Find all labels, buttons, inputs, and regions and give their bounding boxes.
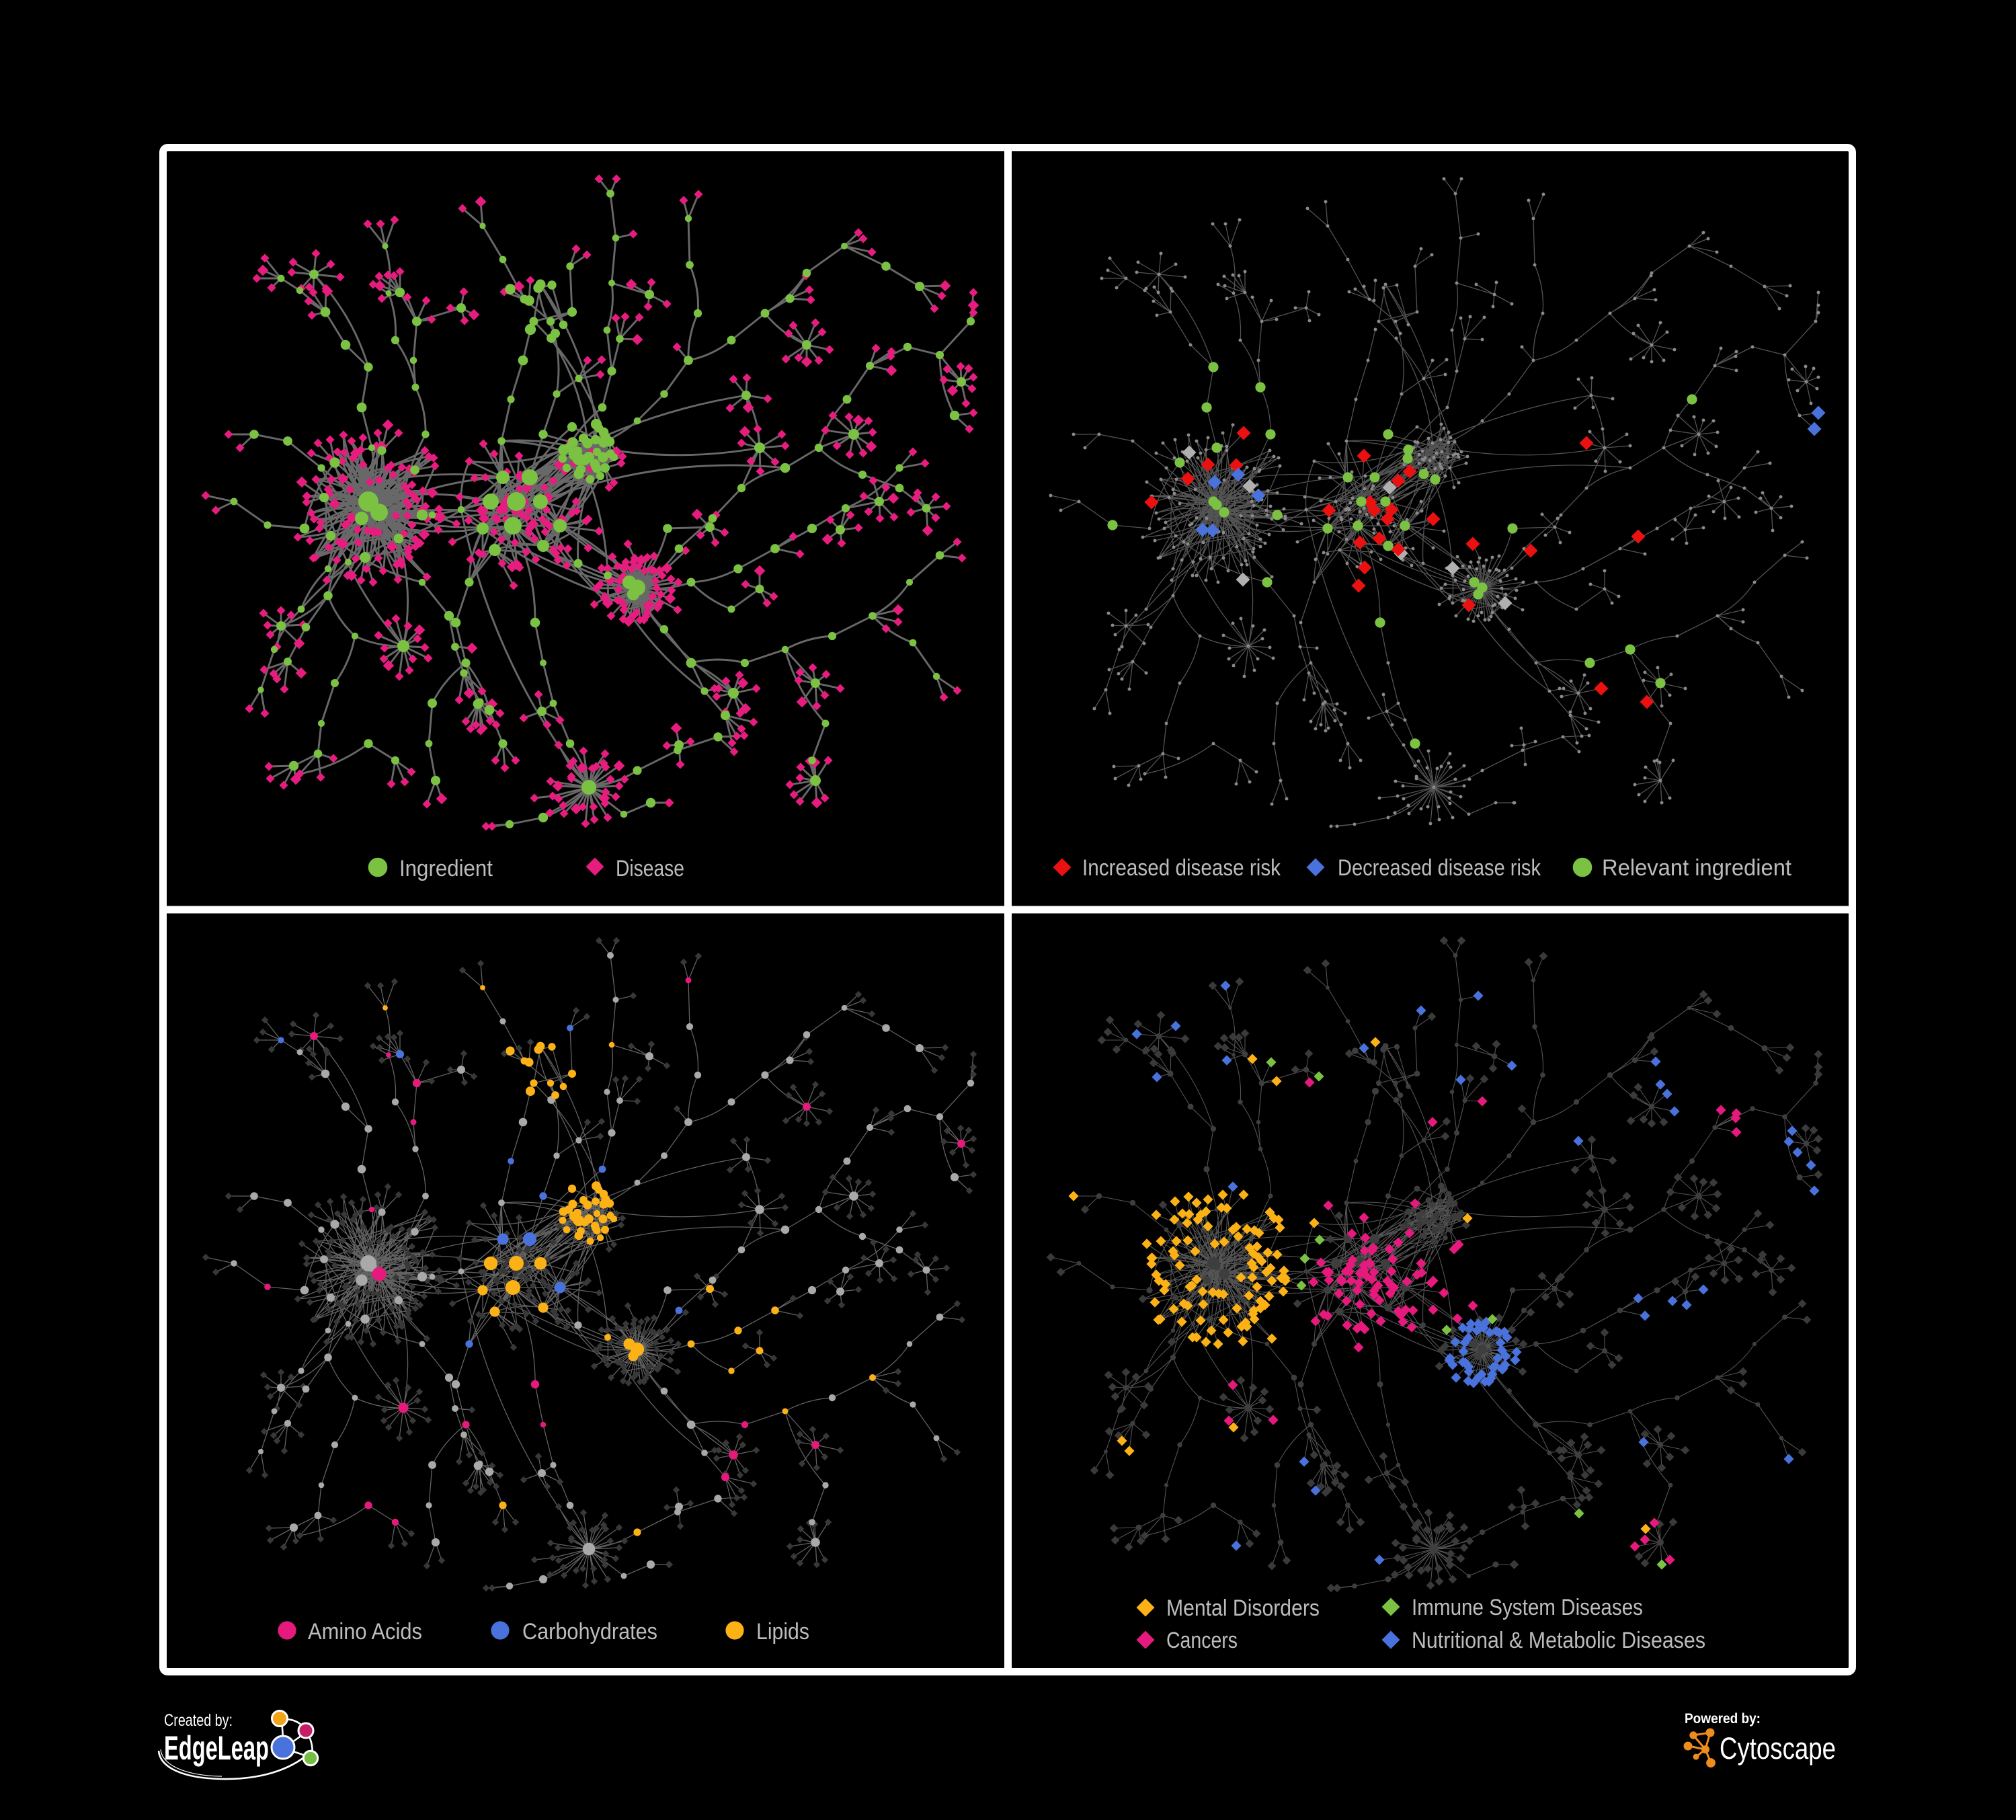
- svg-text:Immune System Diseases: Immune System Diseases: [1412, 1595, 1643, 1620]
- svg-text:Amino Acids: Amino Acids: [308, 1619, 422, 1645]
- svg-text:Disease: Disease: [616, 856, 684, 881]
- svg-text:Nutritional & Metabolic Diseas: Nutritional & Metabolic Diseases: [1412, 1628, 1705, 1653]
- svg-text:Ingredient: Ingredient: [399, 856, 493, 881]
- svg-text:Decreased disease risk: Decreased disease risk: [1338, 855, 1541, 881]
- svg-text:Powered by:: Powered by:: [1685, 1711, 1761, 1727]
- svg-text:Increased disease risk: Increased disease risk: [1082, 855, 1281, 881]
- svg-text:Cancers: Cancers: [1166, 1628, 1238, 1653]
- svg-text:Created by:: Created by:: [164, 1711, 233, 1730]
- svg-text:Lipids: Lipids: [756, 1619, 809, 1645]
- svg-text:Cytoscape: Cytoscape: [1720, 1731, 1836, 1766]
- svg-text:Relevant ingredient: Relevant ingredient: [1602, 855, 1792, 881]
- svg-text:Mental Disorders: Mental Disorders: [1166, 1595, 1320, 1621]
- svg-text:Carbohydrates: Carbohydrates: [522, 1619, 657, 1645]
- svg-text:EdgeLeap: EdgeLeap: [164, 1729, 269, 1767]
